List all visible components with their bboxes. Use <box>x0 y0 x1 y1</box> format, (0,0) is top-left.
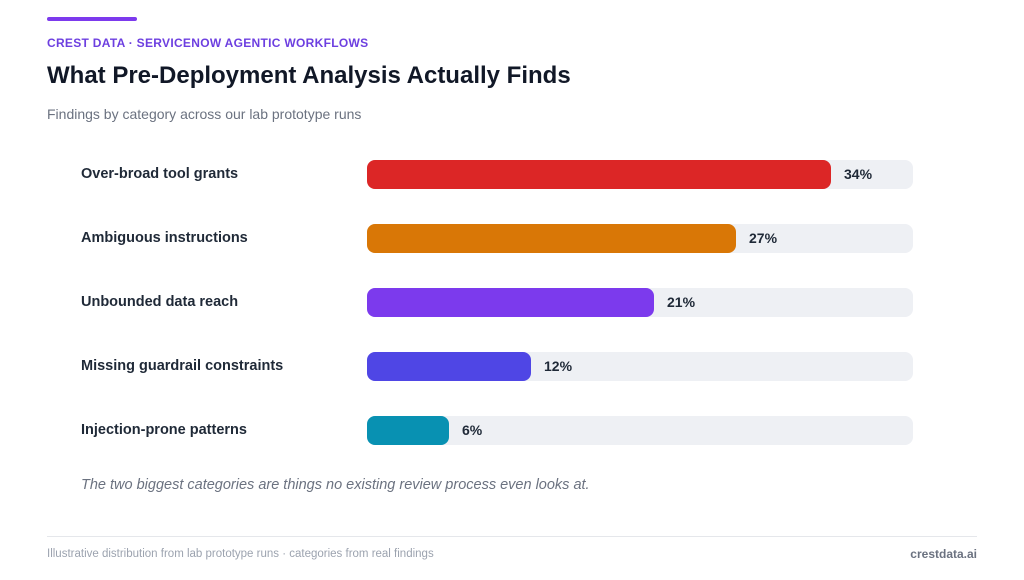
category-label: Missing guardrail constraints <box>81 358 284 374</box>
value-label: 6% <box>462 422 483 438</box>
value-label: 27% <box>749 230 778 246</box>
bar-track <box>367 288 913 317</box>
bar-track <box>367 416 913 445</box>
bar <box>367 224 736 253</box>
category-label: Over-broad tool grants <box>81 166 239 182</box>
bar <box>367 288 654 317</box>
footer-divider <box>47 536 977 537</box>
eyebrow-label: CREST DATA · SERVICENOW AGENTIC WORKFLOW… <box>47 36 369 50</box>
bar-track <box>367 352 913 381</box>
value-label: 34% <box>844 166 873 182</box>
page-subtitle: Findings by category across our lab prot… <box>47 106 362 122</box>
page-title: What Pre-Deployment Analysis Actually Fi… <box>47 62 571 89</box>
value-label: 21% <box>667 294 696 310</box>
takeaway-note: The two biggest categories are things no… <box>81 477 590 493</box>
bar <box>367 160 831 189</box>
bar-track <box>367 224 913 253</box>
category-label: Ambiguous instructions <box>81 230 248 246</box>
footer-brand: crestdata.ai <box>910 547 977 561</box>
accent-bar <box>47 17 137 21</box>
category-label: Injection-prone patterns <box>81 422 247 438</box>
bar-track <box>367 160 913 189</box>
footer-note: Illustrative distribution from lab proto… <box>47 548 434 560</box>
bar <box>367 416 449 445</box>
bar <box>367 352 531 381</box>
value-label: 12% <box>544 358 573 374</box>
category-label: Unbounded data reach <box>81 294 239 310</box>
